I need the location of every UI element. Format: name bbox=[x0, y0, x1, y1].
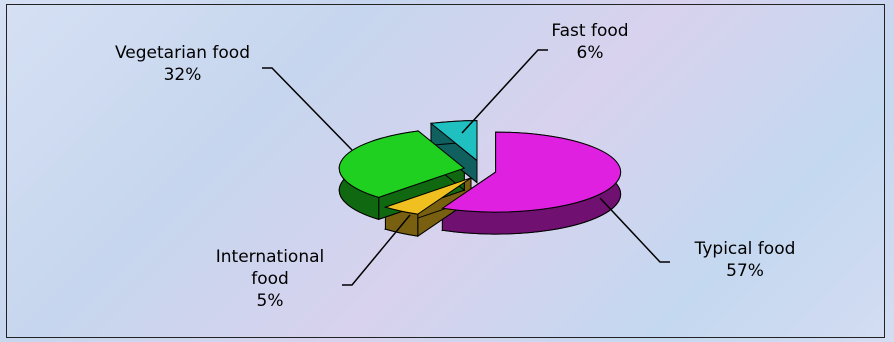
value-label: 6% bbox=[576, 43, 604, 63]
value-label: 57% bbox=[726, 261, 764, 281]
category-label: International food bbox=[215, 247, 325, 289]
slice bbox=[338, 130, 466, 198]
slice-label: Typical food 57% bbox=[670, 238, 820, 282]
value-label: 32% bbox=[163, 65, 202, 85]
leader-line bbox=[262, 67, 353, 151]
leader-line bbox=[599, 197, 670, 263]
leaders bbox=[262, 49, 670, 286]
leader-line bbox=[461, 49, 548, 134]
slice-label: International food 5% bbox=[200, 246, 340, 312]
leader-line bbox=[342, 214, 411, 286]
category-label: Typical food bbox=[694, 239, 796, 259]
slice bbox=[429, 120, 478, 162]
slice bbox=[383, 177, 472, 215]
slice-label: Fast food 6% bbox=[525, 20, 655, 64]
frame bbox=[6, 4, 885, 338]
slice bbox=[441, 131, 622, 213]
category-label: Vegetarian food bbox=[115, 43, 250, 63]
slice-label: Vegetarian food 32% bbox=[90, 42, 275, 86]
pie bbox=[338, 120, 622, 238]
value-label: 5% bbox=[256, 291, 284, 311]
category-label: Fast food bbox=[551, 21, 629, 41]
